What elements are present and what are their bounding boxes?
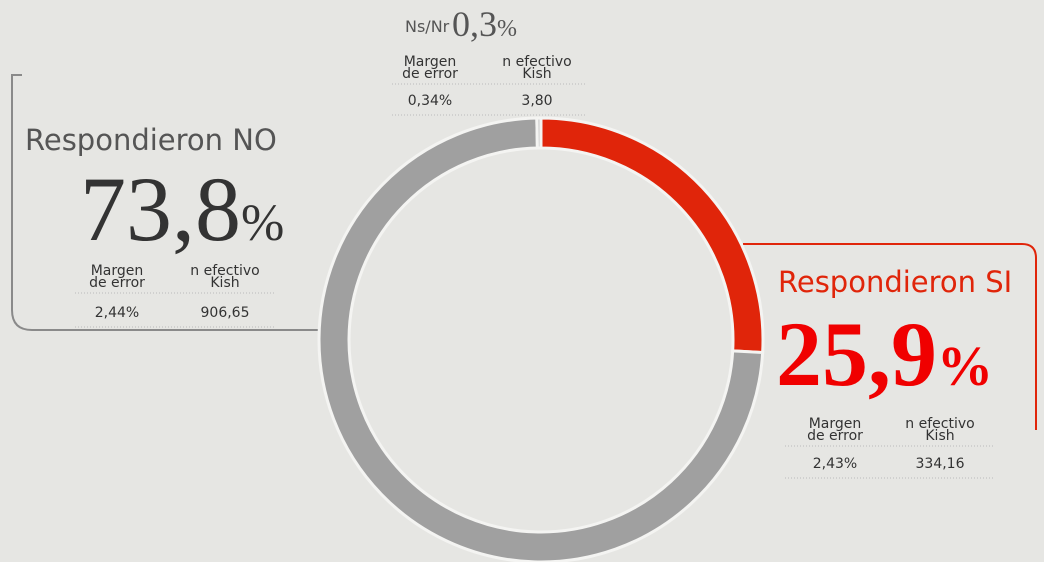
value-label: 0,3% <box>452 4 517 44</box>
donut-slice <box>535 116 543 150</box>
stat-value: 2,43% <box>813 456 857 472</box>
stat-header: Kish <box>210 275 239 291</box>
stat-value: 906,65 <box>201 305 250 321</box>
value-unit: % <box>937 336 993 398</box>
stat-header: n efectivo <box>190 263 259 279</box>
stat-header: de error <box>402 66 458 82</box>
value-number: 0,3 <box>452 4 497 44</box>
value-number: 25,9 <box>776 303 937 405</box>
stat-header: de error <box>807 428 863 444</box>
stat-header: n efectivo <box>905 416 974 432</box>
value-unit: % <box>241 195 284 252</box>
stat-header: n efectivo <box>502 54 571 70</box>
category-label: Respondieron NO <box>25 123 277 157</box>
category-label: Ns/Nr <box>405 17 450 36</box>
value-label: 73,8% <box>80 158 284 260</box>
stat-value: 3,80 <box>521 93 552 109</box>
stat-value: 0,34% <box>408 93 452 109</box>
value-unit: % <box>497 16 517 42</box>
si-bracket <box>743 243 1037 430</box>
stat-header: Margen <box>404 54 457 70</box>
stat-header: Margen <box>809 416 862 432</box>
stat-header: de error <box>89 275 145 291</box>
stat-header: Margen <box>91 263 144 279</box>
stat-header: Kish <box>925 428 954 444</box>
category-label: Respondieron SI <box>778 265 1012 299</box>
stat-header: Kish <box>522 66 551 82</box>
stat-value: 334,16 <box>916 456 965 472</box>
value-number: 73,8 <box>80 158 241 260</box>
stat-value: 2,44% <box>95 305 139 321</box>
value-label: 25,9% <box>776 303 993 405</box>
no-bracket <box>11 74 318 331</box>
